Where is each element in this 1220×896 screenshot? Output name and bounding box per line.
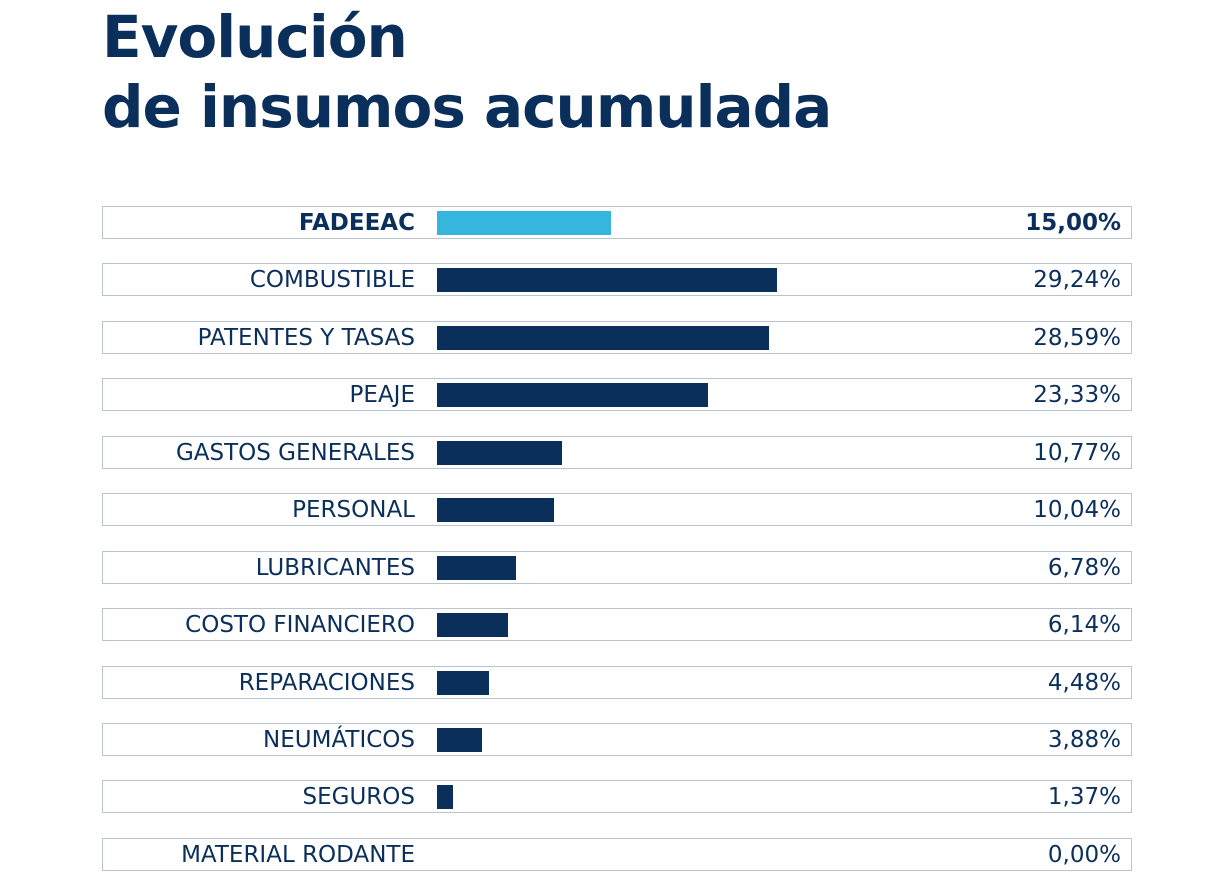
title-line-2: de insumos acumulada [102,73,832,141]
value-label: 15,00% [1025,210,1121,236]
value-label: 0,00% [1047,842,1121,868]
bar-row: LUBRICANTES 6,78% [102,551,1132,584]
bar [437,383,709,407]
bar [437,671,490,695]
value-label: 1,37% [1047,784,1121,810]
bar [437,785,453,809]
bar [437,498,554,522]
bar-row: PERSONAL 10,04% [102,493,1132,526]
bar-row: COSTO FINANCIERO 6,14% [102,608,1132,641]
value-label: 28,59% [1033,325,1121,351]
category-label: LUBRICANTES [255,555,415,581]
bar-row: PATENTES Y TASAS 28,59% [102,321,1132,354]
value-label: 10,77% [1033,440,1121,466]
bar-row: GASTOS GENERALES 10,77% [102,436,1132,469]
bar-row: REPARACIONES 4,48% [102,666,1132,699]
value-label: 3,88% [1047,727,1121,753]
category-label: GASTOS GENERALES [175,440,415,466]
category-label: PEAJE [349,382,415,408]
bar [437,268,777,292]
category-label: PERSONAL [292,497,415,523]
category-label: SEGUROS [302,784,415,810]
bar-row: COMBUSTIBLE 29,24% [102,263,1132,296]
category-label: FADEEAC [298,210,415,236]
category-label: REPARACIONES [238,670,415,696]
category-label: PATENTES Y TASAS [197,325,415,351]
bar [437,556,516,580]
value-label: 10,04% [1033,497,1121,523]
value-label: 6,78% [1047,555,1121,581]
bar [437,211,612,235]
bar-row: SEGUROS 1,37% [102,780,1132,813]
value-label: 29,24% [1033,267,1121,293]
bar [437,326,770,350]
bar [437,441,563,465]
bar-row: PEAJE 23,33% [102,378,1132,411]
bar [437,613,509,637]
category-label: COMBUSTIBLE [249,267,415,293]
bar-row: MATERIAL RODANTE 0,00% [102,838,1132,871]
bar-row: FADEEAC 15,00% [102,206,1132,239]
bar [437,728,483,752]
category-label: NEUMÁTICOS [263,727,415,753]
bar-row: NEUMÁTICOS 3,88% [102,723,1132,756]
category-label: COSTO FINANCIERO [185,612,415,638]
value-label: 4,48% [1047,670,1121,696]
title-line-1: Evolución [102,3,408,71]
value-label: 6,14% [1047,612,1121,638]
category-label: MATERIAL RODANTE [181,842,415,868]
value-label: 23,33% [1033,382,1121,408]
chart-title: Evolución de insumos acumulada [102,2,832,142]
